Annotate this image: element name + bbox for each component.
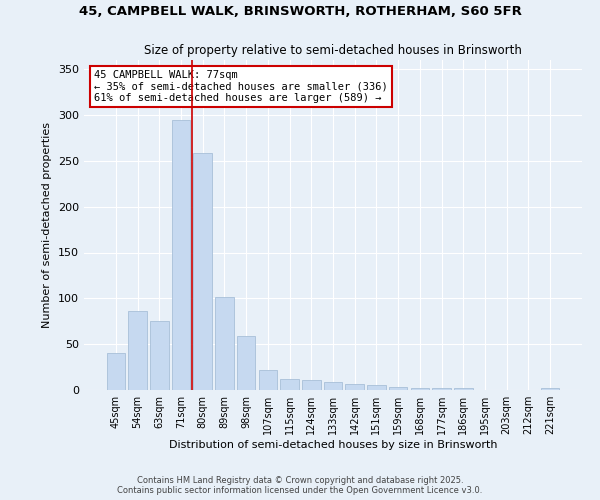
Bar: [150, 322, 169, 390]
Bar: [128, 311, 147, 390]
Title: Size of property relative to semi-detached houses in Brinsworth: Size of property relative to semi-detach…: [144, 44, 522, 58]
Bar: [107, 354, 125, 390]
Bar: [280, 379, 299, 390]
Bar: [433, 388, 451, 390]
Bar: [259, 370, 277, 390]
Bar: [346, 384, 364, 390]
Bar: [302, 380, 320, 390]
Text: 45 CAMPBELL WALK: 77sqm
← 35% of semi-detached houses are smaller (336)
61% of s: 45 CAMPBELL WALK: 77sqm ← 35% of semi-de…: [94, 70, 388, 103]
Bar: [172, 120, 190, 390]
Bar: [410, 388, 429, 390]
Y-axis label: Number of semi-detached properties: Number of semi-detached properties: [43, 122, 52, 328]
X-axis label: Distribution of semi-detached houses by size in Brinsworth: Distribution of semi-detached houses by …: [169, 440, 497, 450]
Text: Contains HM Land Registry data © Crown copyright and database right 2025.
Contai: Contains HM Land Registry data © Crown c…: [118, 476, 482, 495]
Bar: [389, 387, 407, 390]
Bar: [193, 154, 212, 390]
Text: 45, CAMPBELL WALK, BRINSWORTH, ROTHERHAM, S60 5FR: 45, CAMPBELL WALK, BRINSWORTH, ROTHERHAM…: [79, 5, 521, 18]
Bar: [541, 388, 559, 390]
Bar: [237, 336, 256, 390]
Bar: [215, 296, 233, 390]
Bar: [367, 386, 386, 390]
Bar: [324, 382, 342, 390]
Bar: [454, 388, 473, 390]
